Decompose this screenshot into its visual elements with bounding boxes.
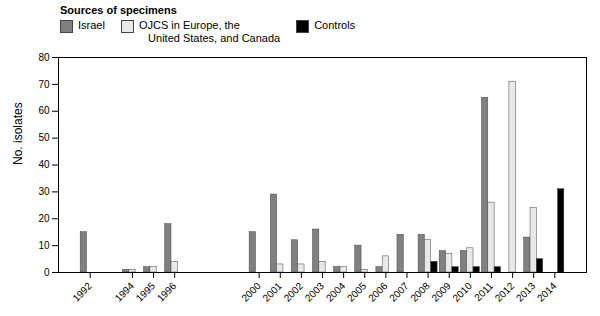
svg-text:No. isolates: No. isolates [11, 102, 25, 165]
svg-text:2000: 2000 [239, 280, 263, 304]
svg-text:2013: 2013 [514, 280, 538, 304]
svg-text:2011: 2011 [472, 280, 495, 303]
html-text:Sources of specimens: Sources of specimens [60, 4, 177, 16]
svg-text:2008: 2008 [408, 280, 432, 304]
svg-text:10: 10 [38, 240, 50, 251]
svg-text:1994: 1994 [113, 280, 137, 304]
html-text:Controls: Controls [314, 19, 356, 31]
svg-text:80: 80 [38, 52, 50, 63]
svg-text:1996: 1996 [155, 280, 179, 304]
svg-text:0: 0 [44, 267, 50, 278]
svg-text:2007: 2007 [387, 280, 411, 304]
svg-text:60: 60 [38, 105, 50, 116]
svg-text:2003: 2003 [303, 280, 327, 304]
svg-text:2009: 2009 [429, 280, 453, 304]
svg-text:1992: 1992 [70, 280, 94, 304]
svg-text:2012: 2012 [493, 280, 517, 304]
svg-text:2014: 2014 [535, 280, 559, 304]
svg-text:2010: 2010 [451, 280, 475, 304]
svg-text:2001: 2001 [260, 280, 284, 304]
svg-text:50: 50 [38, 132, 50, 143]
svg-text:40: 40 [38, 159, 50, 170]
svg-text:30: 30 [38, 186, 50, 197]
svg-text:70: 70 [38, 79, 50, 90]
svg-text:2005: 2005 [345, 280, 369, 304]
svg-text:2004: 2004 [324, 280, 348, 304]
svg-text:2006: 2006 [366, 280, 390, 304]
html-text:OJCS in Europe, the United Sta: OJCS in Europe, the United States, and C… [138, 19, 281, 44]
svg-text:2002: 2002 [282, 280, 306, 304]
html-text:Israel: Israel [78, 19, 105, 31]
svg-text:1995: 1995 [134, 280, 158, 304]
svg-text:20: 20 [38, 213, 50, 224]
